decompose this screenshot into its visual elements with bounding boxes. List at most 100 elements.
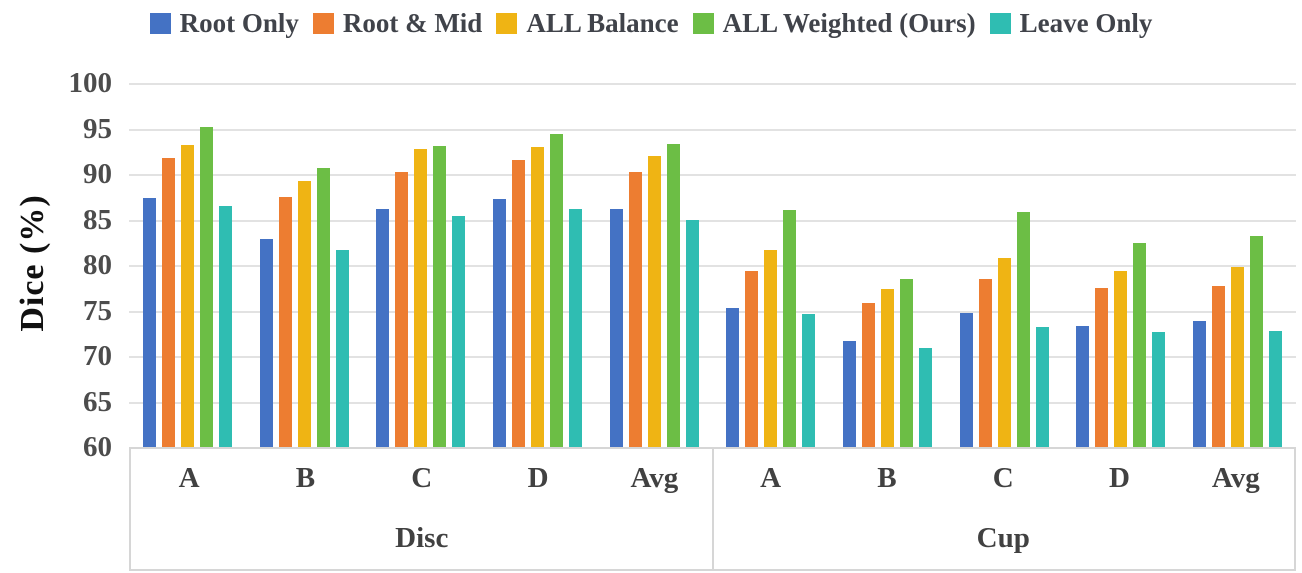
- legend-swatch-icon: [692, 12, 714, 34]
- bar: [628, 172, 642, 447]
- y-tick-label: 95: [83, 112, 112, 145]
- bar: [161, 157, 175, 447]
- bar: [530, 146, 544, 447]
- legend-swatch-icon: [149, 12, 171, 34]
- legend-swatch-icon: [989, 12, 1011, 34]
- category-label: Avg: [630, 461, 679, 494]
- y-tick-label: 65: [83, 385, 112, 418]
- gridline: [129, 83, 1296, 85]
- bar: [861, 303, 875, 447]
- bar: [316, 167, 330, 447]
- section-label: Cup: [976, 521, 1030, 554]
- bar: [218, 205, 232, 447]
- bar: [278, 196, 292, 447]
- gridline: [129, 401, 1296, 404]
- bar-group-d: [479, 83, 596, 447]
- bar: [142, 197, 156, 447]
- gridline: [129, 310, 1296, 313]
- category-label: D: [527, 461, 549, 494]
- category-label: A: [760, 461, 782, 494]
- bar: [1193, 321, 1207, 447]
- bar: [1212, 285, 1226, 447]
- bar: [1269, 331, 1283, 447]
- bar: [511, 160, 525, 447]
- bar: [414, 149, 428, 447]
- bar: [918, 347, 932, 447]
- legend-label: Root & Mid: [342, 7, 483, 38]
- y-tick-label: 60: [83, 431, 112, 463]
- category-label: B: [295, 461, 316, 494]
- legend: Root Only Root & Mid ALL Balance ALL Weight…: [0, 2, 1302, 44]
- legend-item: ALL Weighted (Ours): [692, 7, 976, 38]
- bar: [259, 238, 273, 447]
- legend-label: ALL Balance: [526, 7, 679, 38]
- bar: [880, 288, 894, 447]
- y-tick-label: 100: [68, 67, 113, 99]
- bar: [1016, 212, 1030, 447]
- bar-group-a: [129, 83, 246, 447]
- gridline: [129, 128, 1296, 131]
- legend-swatch-icon: [312, 12, 334, 34]
- bar-group-b: [246, 83, 363, 447]
- bar: [802, 314, 816, 447]
- bar: [745, 271, 759, 447]
- legend-item: Root & Mid: [312, 7, 483, 38]
- category-label: A: [178, 461, 200, 494]
- bar-group-avg: [1179, 83, 1296, 447]
- bar: [647, 155, 661, 447]
- category-axis: A B C D Avg A B C D Avg Disc Cup: [129, 447, 1296, 571]
- section-label: Disc: [395, 521, 449, 554]
- y-tick-label: 75: [83, 294, 112, 327]
- bar: [1250, 235, 1264, 447]
- bar-group-c: [946, 83, 1063, 447]
- gridline: [129, 356, 1296, 358]
- section-divider-line: [711, 449, 714, 569]
- bar: [1133, 243, 1147, 447]
- bar: [609, 208, 623, 447]
- bar: [199, 126, 213, 447]
- gridline: [129, 219, 1296, 222]
- bar: [959, 313, 973, 447]
- bar: [764, 250, 778, 447]
- bar-group-a: [712, 83, 829, 447]
- bar: [1231, 266, 1245, 447]
- bar: [997, 257, 1011, 447]
- y-tick-label: 85: [83, 203, 112, 236]
- legend-item: ALL Balance: [496, 7, 679, 38]
- category-label: C: [411, 461, 433, 494]
- legend-label: Root Only: [179, 7, 299, 38]
- legend-item: Leave Only: [989, 7, 1153, 38]
- bar: [1114, 271, 1128, 447]
- bar: [452, 215, 466, 447]
- bar: [335, 249, 349, 447]
- category-row: A B C D Avg A B C D Avg: [131, 449, 1294, 507]
- y-tick-label: 70: [83, 340, 112, 372]
- y-tick-label: 80: [83, 249, 112, 281]
- bar-group-b: [829, 83, 946, 447]
- bar: [180, 144, 194, 447]
- bar: [685, 219, 699, 447]
- gridline: [129, 174, 1296, 176]
- bar: [433, 145, 447, 447]
- bar: [666, 144, 680, 447]
- bar: [568, 208, 582, 447]
- gridline: [129, 265, 1296, 267]
- bar: [1035, 326, 1049, 447]
- bar: [376, 208, 390, 447]
- bar-group-c: [362, 83, 479, 447]
- category-label: B: [877, 461, 897, 494]
- bar: [297, 181, 311, 447]
- legend-label: Leave Only: [1019, 7, 1153, 38]
- plot-area: [129, 83, 1296, 447]
- legend-swatch-icon: [496, 12, 518, 34]
- bar: [492, 198, 506, 447]
- bar: [1152, 332, 1166, 447]
- category-label: C: [992, 461, 1014, 494]
- legend-label: ALL Weighted (Ours): [722, 7, 976, 38]
- y-axis-ticks: 100 95 90 85 80 75 70 65 60: [0, 67, 113, 463]
- bar: [1076, 326, 1090, 447]
- bar: [1095, 287, 1109, 447]
- category-label: D: [1109, 461, 1130, 494]
- section-row: Disc Cup: [131, 507, 1294, 569]
